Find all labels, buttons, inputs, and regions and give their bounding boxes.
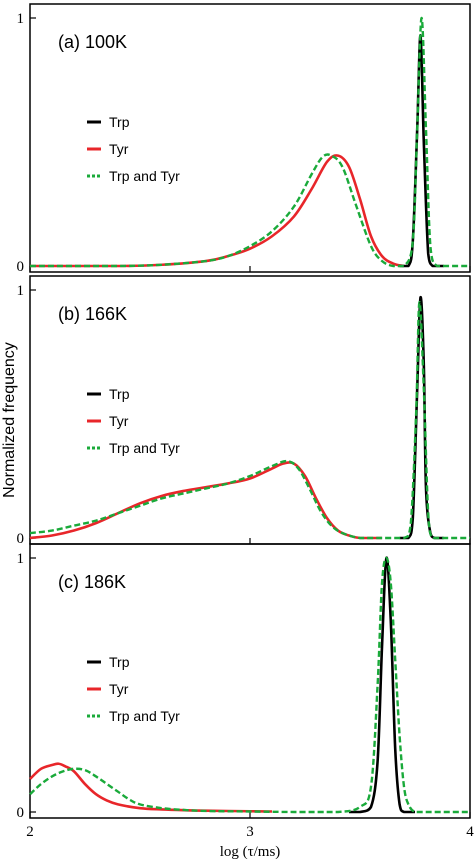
panel-title: (a) 100K <box>58 32 127 52</box>
y-tick-label: 1 <box>17 551 25 567</box>
y-tick-label: 0 <box>17 531 25 547</box>
x-tick-label: 2 <box>26 824 34 840</box>
y-axis-label: Normalized frequency <box>1 342 18 498</box>
panel-title: (b) 166K <box>58 304 127 324</box>
series-line-trp-and-tyr <box>29 301 470 540</box>
x-tick-label: 4 <box>466 824 474 840</box>
legend-label: Tyr <box>109 681 129 697</box>
legend-label: Trp <box>109 114 130 130</box>
legend-label: Trp and Tyr <box>109 440 180 456</box>
y-tick-label: 0 <box>17 805 25 821</box>
panel-2: 0 1 (b) 166K Trp Tyr Trp and Tyr <box>17 275 471 547</box>
legend-label: Tyr <box>109 141 129 157</box>
legend-label: Tyr <box>109 413 129 429</box>
legend-label: Trp and Tyr <box>109 168 180 184</box>
y-tick-label: 1 <box>17 11 25 27</box>
y-tick-label: 0 <box>17 259 25 275</box>
series-line-tyr <box>29 461 382 540</box>
panel-1: 0 1 (a) 100K Trp Tyr Trp and Tyr <box>17 3 471 275</box>
legend-label: Trp <box>109 386 130 402</box>
series-line-trp <box>399 34 444 268</box>
panel-3: 0 1 (c) 186K Trp Tyr Trp and Tyr <box>17 543 471 821</box>
legend-label: Trp <box>109 654 130 670</box>
x-axis-label: log (τ/ms) <box>220 844 281 860</box>
y-tick-label: 1 <box>17 283 25 299</box>
series-line-tyr <box>30 154 405 268</box>
series-line-tyr <box>29 762 273 813</box>
x-tick-label: 3 <box>246 824 254 840</box>
series-line-trp-and-tyr <box>29 556 470 814</box>
legend-label: Trp and Tyr <box>109 708 180 724</box>
series-line-trp <box>349 556 415 814</box>
series-line-trp-and-tyr <box>30 16 470 268</box>
panels: 0 1 (a) 100K Trp Tyr Trp and Tyr 0 1 (b) 166K Trp… <box>17 3 474 840</box>
panel-title: (c) 186K <box>58 572 126 592</box>
